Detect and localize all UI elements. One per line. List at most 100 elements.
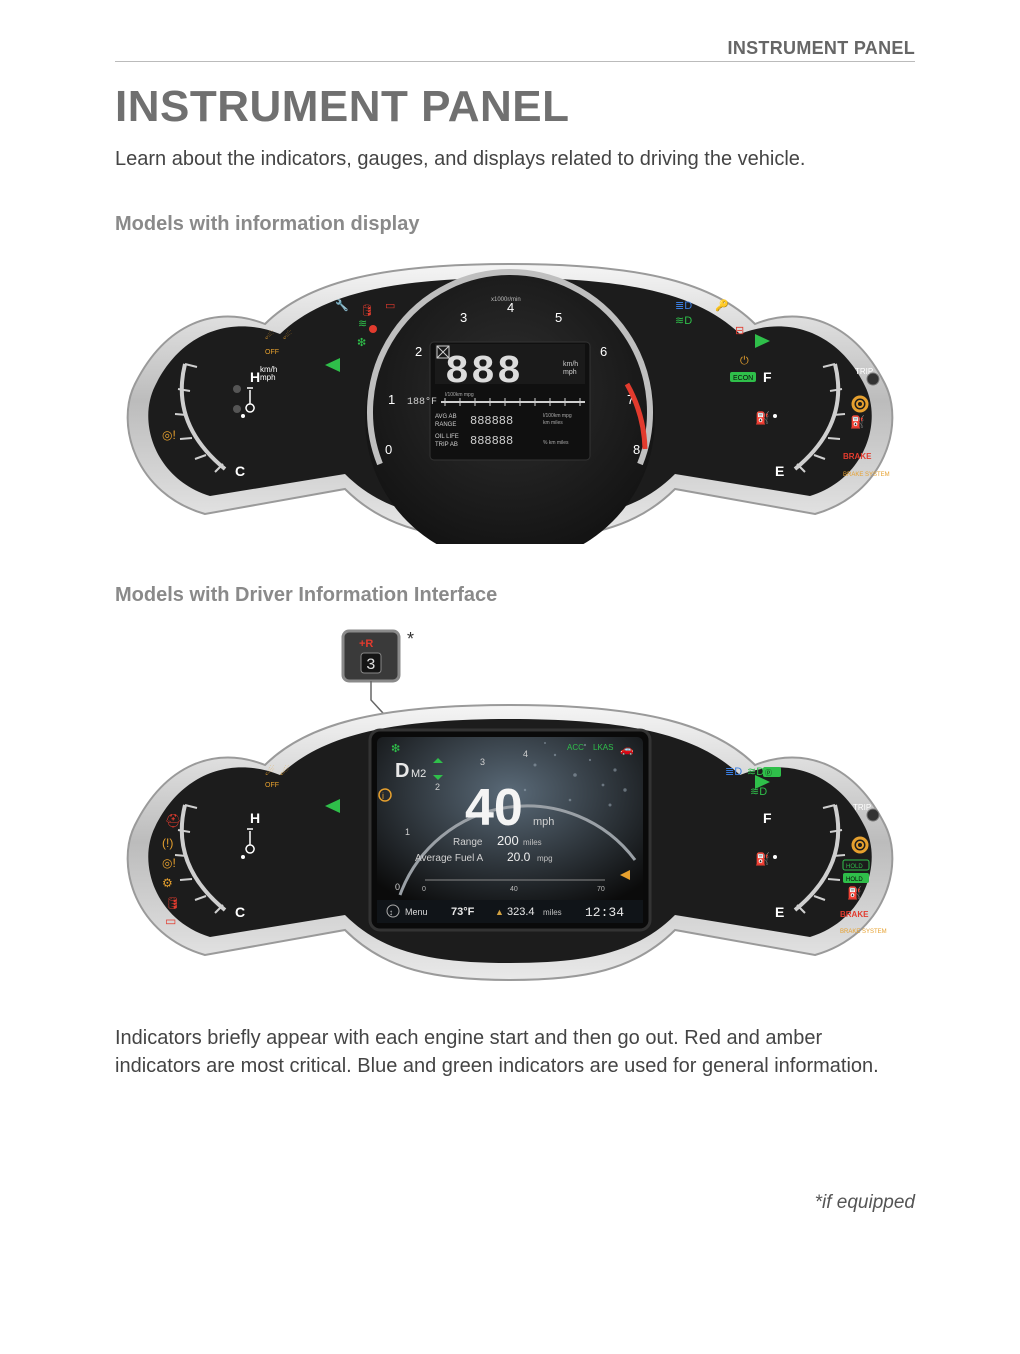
leaf-icon: ❇	[357, 337, 366, 349]
svg-text:F: F	[763, 369, 772, 385]
svg-text:4: 4	[523, 749, 528, 759]
svg-text:mph: mph	[260, 373, 276, 382]
svg-text:3: 3	[366, 656, 376, 674]
brake-system-icon: BRAKE SYSTEM	[843, 472, 890, 478]
svg-text:12:34: 12:34	[585, 905, 624, 920]
oil-icon: 🛢	[360, 304, 374, 317]
svg-text:H: H	[250, 810, 260, 826]
wrench-icon: 🔧	[335, 298, 349, 312]
svg-text:323.4: 323.4	[507, 906, 535, 918]
svg-text:5: 5	[555, 310, 562, 325]
svg-text:888888: 888888	[470, 414, 513, 428]
body-paragraph: Indicators briefly appear with each engi…	[115, 1025, 905, 1080]
center-lcd: 888 km/h mph 188°F l/100km mpg AVG AB RA…	[407, 342, 590, 460]
traction-icon: ☄	[280, 765, 290, 778]
immobilizer-icon: 🔑	[715, 298, 729, 312]
svg-text:AVG AB: AVG AB	[435, 414, 457, 420]
svg-text:M2: M2	[411, 768, 426, 780]
svg-text:mpg: mpg	[537, 854, 553, 863]
footnote-if-equipped: *if equipped	[815, 1192, 915, 1214]
svg-text:HOLD: HOLD	[846, 864, 863, 870]
tire-icon: ◎!	[162, 428, 176, 442]
engine-icon: ⚙	[162, 876, 173, 890]
svg-text:Menu: Menu	[405, 907, 428, 917]
headlight-blue-icon: ≣D	[725, 766, 742, 778]
svg-text:% km miles: % km miles	[543, 440, 569, 446]
svg-text:20.0: 20.0	[507, 850, 531, 864]
trip-button-icon	[867, 373, 879, 385]
subhead-info-display: Models with information display	[115, 213, 1020, 236]
svg-text:40: 40	[465, 779, 523, 837]
traction-icon: ☄	[283, 330, 292, 342]
svg-text:200: 200	[497, 833, 519, 848]
svg-text:miles: miles	[523, 838, 542, 847]
svg-text:TRIP AB: TRIP AB	[435, 442, 458, 448]
svg-text:0: 0	[385, 442, 392, 457]
svg-text:2: 2	[435, 782, 440, 792]
traction-off-icon: ☄	[265, 330, 274, 342]
svg-text:+R: +R	[359, 638, 373, 650]
acc-icon: ACC	[567, 743, 584, 752]
svg-text:km/h: km/h	[563, 361, 578, 368]
car-dist-icon: 🚗	[620, 744, 634, 756]
svg-text:888: 888	[445, 350, 523, 395]
svg-text:73°F: 73°F	[451, 906, 475, 918]
subhead-driver-interface: Models with Driver Information Interface	[115, 584, 1020, 607]
svg-text:ⓟ: ⓟ	[765, 769, 772, 777]
svg-text:6: 6	[600, 344, 607, 359]
svg-text:HOLD: HOLD	[846, 877, 863, 883]
svg-text:F: F	[763, 810, 772, 826]
svg-text:0: 0	[422, 886, 426, 893]
oil-icon: 🛢	[165, 896, 180, 910]
svg-text:km miles: km miles	[543, 420, 563, 426]
svg-text:mph: mph	[533, 816, 554, 828]
power-icon: ⏻	[740, 355, 749, 367]
svg-text:Range: Range	[453, 837, 483, 848]
tire-pressure-icon: (!)	[162, 836, 173, 850]
fuel-low-icon: ⛽	[847, 886, 862, 900]
fuel-low-icon: ⛽	[850, 415, 865, 429]
svg-text:C: C	[235, 463, 245, 479]
battery-icon: ▭	[385, 300, 395, 312]
svg-text:E: E	[775, 904, 784, 920]
svg-text:l/100km mpg: l/100km mpg	[543, 413, 572, 419]
svg-text:188°F: 188°F	[407, 396, 437, 408]
svg-text:40: 40	[510, 886, 518, 893]
svg-text:E: E	[775, 463, 784, 479]
lkas-icon: LKAS	[593, 743, 613, 752]
door-icon: ⊟	[735, 325, 744, 337]
trip-button-icon	[867, 809, 879, 821]
svg-text:OIL LIFE: OIL LIFE	[435, 434, 459, 440]
svg-text:OFF: OFF	[265, 349, 279, 356]
svg-text:ECON: ECON	[733, 375, 753, 382]
svg-text:2: 2	[415, 344, 422, 359]
brake-warning-icon: ◎!	[162, 856, 176, 870]
svg-text:70: 70	[597, 886, 605, 893]
svg-text:RANGE: RANGE	[435, 422, 456, 428]
svg-text:3: 3	[460, 310, 467, 325]
page-title: INSTRUMENT PANEL	[115, 82, 1020, 132]
headlight-blue-icon: ≣D	[675, 300, 692, 312]
svg-text:888888: 888888	[470, 434, 513, 448]
svg-text:↕: ↕	[389, 908, 393, 917]
fog-green-icon: ≋D	[675, 315, 692, 327]
light-icon: ≋	[358, 318, 367, 330]
svg-text:D: D	[395, 760, 409, 782]
svg-text:*: *	[407, 629, 414, 649]
brake-system-icon: BRAKE SYSTEM	[840, 929, 887, 935]
compass-icon: ▲	[495, 907, 504, 917]
intro-paragraph: Learn about the indicators, gauges, and …	[115, 146, 905, 173]
svg-text:H: H	[250, 369, 260, 385]
svg-text:miles: miles	[543, 908, 562, 917]
svg-text:0: 0	[395, 882, 400, 892]
leaf-icon: ❇	[391, 743, 400, 755]
traction-icon: ☄	[265, 765, 275, 778]
figure-info-display-cluster: H C ☄ ☄ OFF km/h mph ◎! F E ⛽ 🔑 ⊟ ⏻ ECO	[115, 254, 905, 544]
svg-text:8: 8	[633, 442, 640, 457]
svg-text:x1000r/min: x1000r/min	[491, 297, 521, 303]
svg-text:Average Fuel A: Average Fuel A	[415, 853, 484, 864]
svg-text:1: 1	[388, 392, 395, 407]
svg-text:l/100km mpg: l/100km mpg	[445, 392, 474, 398]
dot-icon	[233, 405, 241, 413]
brake-text-icon: BRAKE	[840, 910, 869, 919]
